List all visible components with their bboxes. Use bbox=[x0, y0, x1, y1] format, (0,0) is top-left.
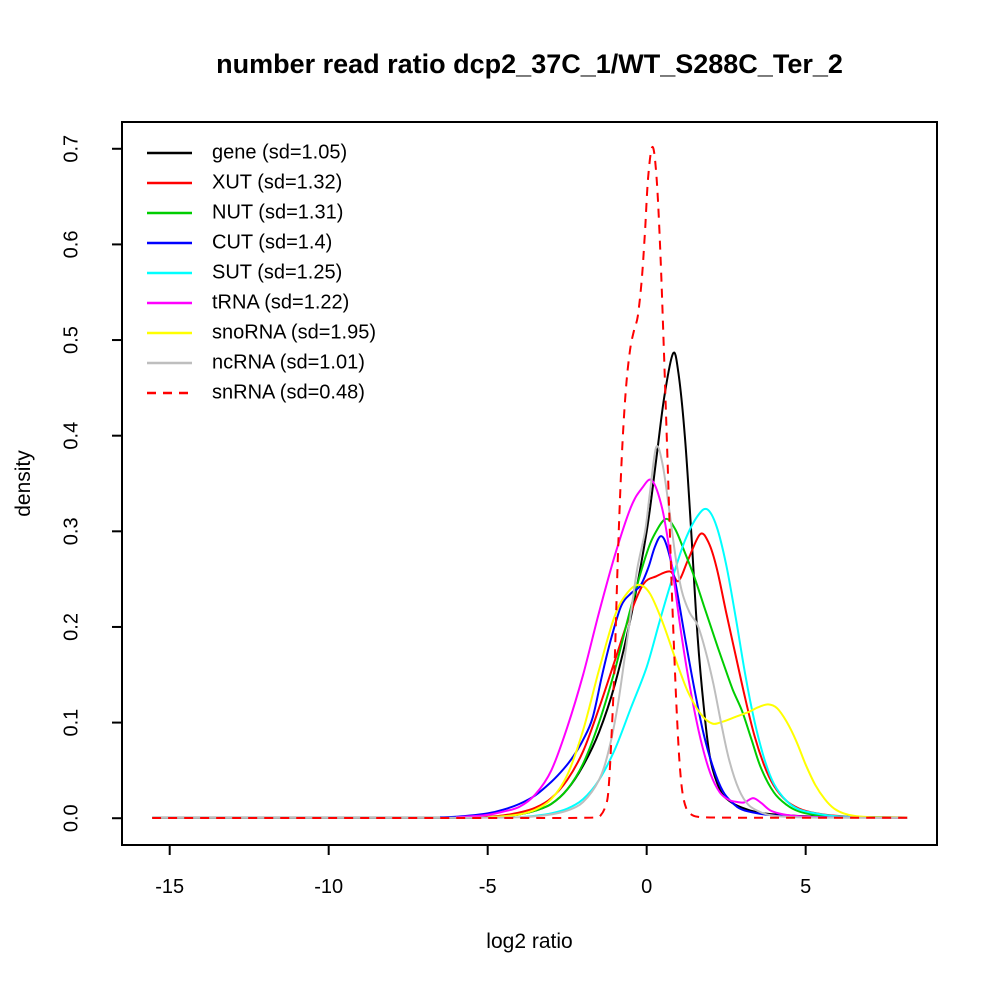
legend-label: SUT (sd=1.25) bbox=[212, 261, 342, 283]
density-curve-CUT bbox=[439, 535, 908, 819]
legend-label: CUT (sd=1.4) bbox=[212, 231, 332, 253]
legend-label: snoRNA (sd=1.95) bbox=[212, 321, 376, 343]
plot-box bbox=[121, 121, 938, 846]
density-curve-ncRNA bbox=[152, 445, 908, 819]
y-axis-tick-label: 0.4 bbox=[60, 422, 82, 450]
density-curve-SUT bbox=[519, 507, 908, 819]
y-axis-tick-label: 0.2 bbox=[60, 613, 82, 641]
legend-label: gene (sd=1.05) bbox=[212, 141, 347, 163]
legend-label: XUT (sd=1.32) bbox=[212, 171, 342, 193]
y-axis-label: density bbox=[12, 450, 35, 517]
x-axis-label: log2 ratio bbox=[486, 930, 572, 953]
legend-label: NUT (sd=1.31) bbox=[212, 201, 343, 223]
y-axis-tick-label: 0.5 bbox=[60, 326, 82, 354]
y-axis-tick-label: 0.6 bbox=[60, 231, 82, 259]
y-axis-tick-label: 0.7 bbox=[60, 135, 82, 163]
density-curve-tRNA bbox=[455, 478, 908, 819]
x-axis-tick-label: -15 bbox=[155, 876, 184, 898]
legend-label: snRNA (sd=0.48) bbox=[212, 381, 365, 403]
x-axis-tick-label: 5 bbox=[800, 876, 811, 898]
density-curve-snRNA bbox=[152, 145, 908, 820]
density-curve-gene bbox=[152, 351, 908, 819]
x-axis-tick-label: -10 bbox=[314, 876, 343, 898]
y-axis-tick-label: 0.3 bbox=[60, 517, 82, 545]
chart-title: number read ratio dcp2_37C_1/WT_S288C_Te… bbox=[216, 49, 843, 79]
legend-label: ncRNA (sd=1.01) bbox=[212, 351, 365, 373]
legend-label: tRNA (sd=1.22) bbox=[212, 291, 349, 313]
x-axis-tick-label: 0 bbox=[641, 876, 652, 898]
density-curve-snoRNA bbox=[487, 583, 908, 819]
y-axis-tick-label: 0.0 bbox=[60, 804, 82, 832]
density-curve-XUT bbox=[471, 532, 908, 819]
x-axis-tick-label: -5 bbox=[479, 876, 497, 898]
y-axis-tick-label: 0.1 bbox=[60, 709, 82, 737]
density-curve-NUT bbox=[487, 517, 908, 819]
